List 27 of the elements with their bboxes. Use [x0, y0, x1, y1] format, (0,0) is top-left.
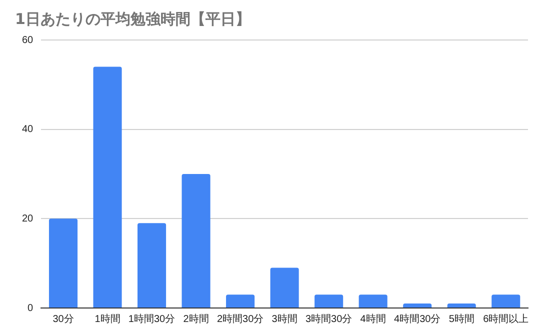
bar [138, 223, 166, 308]
x-tick-label: 4時間30分 [394, 312, 441, 325]
y-tick-label: 20 [22, 213, 34, 224]
x-tick-label: 3時間 [272, 312, 298, 325]
y-tick-label: 0 [28, 302, 34, 314]
bar [314, 294, 344, 308]
bar [270, 268, 299, 308]
bar [182, 174, 210, 308]
chart-title: 1日あたりの平均勉強時間【平日】 [15, 10, 250, 29]
x-tick-label: 30分 [52, 312, 74, 325]
x-tick-label: 4時間 [360, 312, 386, 325]
bar [93, 66, 122, 308]
y-tick-label: 60 [22, 34, 34, 46]
x-tick-label: 1時間 [94, 312, 120, 325]
x-tick-label: 3時間30分 [305, 312, 352, 325]
bar [358, 294, 388, 308]
bar [48, 218, 78, 308]
bar [226, 294, 255, 308]
x-tick-label: 2時間30分 [216, 312, 264, 325]
x-tick-label: 5時間 [448, 312, 474, 325]
x-tick-label: 1時間30分 [128, 312, 176, 325]
x-tick-label: 2時間 [183, 312, 209, 325]
x-tick-label: 6時間以上 [483, 312, 529, 325]
y-tick-label: 40 [22, 124, 34, 136]
bar [447, 304, 476, 308]
bar [403, 304, 432, 308]
bar [492, 294, 520, 308]
